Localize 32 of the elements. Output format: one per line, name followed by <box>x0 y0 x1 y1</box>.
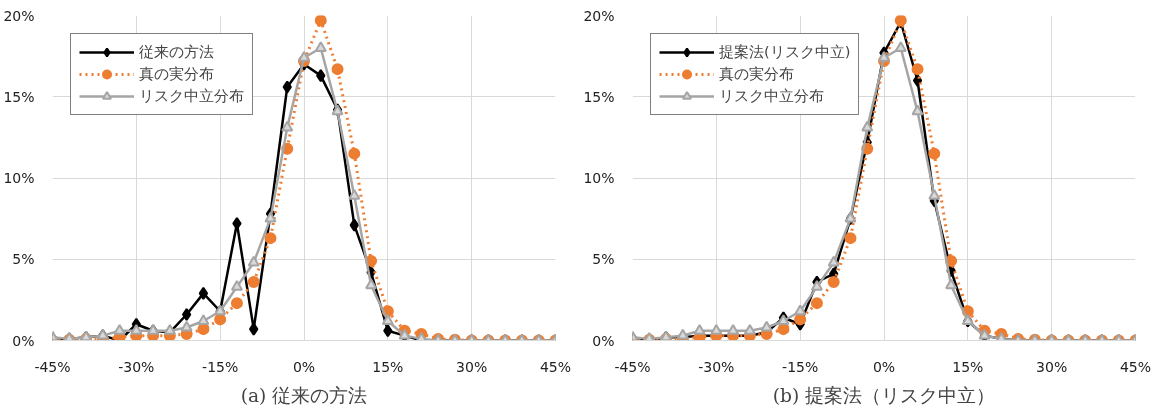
y-tick-label: 5% <box>592 251 615 268</box>
legend-label: 真の実分布 <box>139 64 214 84</box>
x-tick-label: 45% <box>539 358 572 375</box>
y-tick-label: 0% <box>592 332 615 349</box>
y-tick-label: 15% <box>583 88 615 105</box>
y-tick-label: 0% <box>12 332 35 349</box>
x-tick-label: 30% <box>1036 358 1068 375</box>
y-tick-label: 20% <box>3 7 35 24</box>
x-tick-label: 15% <box>372 358 404 375</box>
text: (a) 従来の方法 <box>240 384 368 406</box>
x-tick-label: 15% <box>952 358 984 375</box>
legend-label: 真の実分布 <box>719 64 794 84</box>
text: (b) 提案法（リスク中立） <box>772 384 996 406</box>
x-tick-label: -15% <box>782 358 819 375</box>
y-tick-label: 5% <box>12 251 35 268</box>
x-tick-label: -15% <box>202 358 239 375</box>
y-tick-label: 15% <box>3 88 35 105</box>
x-tick-label: -30% <box>118 358 155 375</box>
x-tick-label: -30% <box>698 358 735 375</box>
x-tick-label: -45% <box>34 358 71 375</box>
y-tick-label: 20% <box>583 7 615 24</box>
legend-label: リスク中立分布 <box>719 86 824 106</box>
y-tick-label: 10% <box>3 170 35 186</box>
legend-label: リスク中立分布 <box>139 86 244 106</box>
legend-label: 従来の方法 <box>139 42 214 62</box>
x-tick-label: 45% <box>1119 358 1152 375</box>
x-tick-label: -45% <box>614 358 651 375</box>
y-tick-label: 10% <box>583 170 615 186</box>
x-tick-label: 0% <box>292 358 316 375</box>
legend-label: 提案法(リスク中立) <box>719 42 851 62</box>
x-tick-label: 0% <box>872 358 896 375</box>
x-tick-label: 30% <box>456 358 488 375</box>
